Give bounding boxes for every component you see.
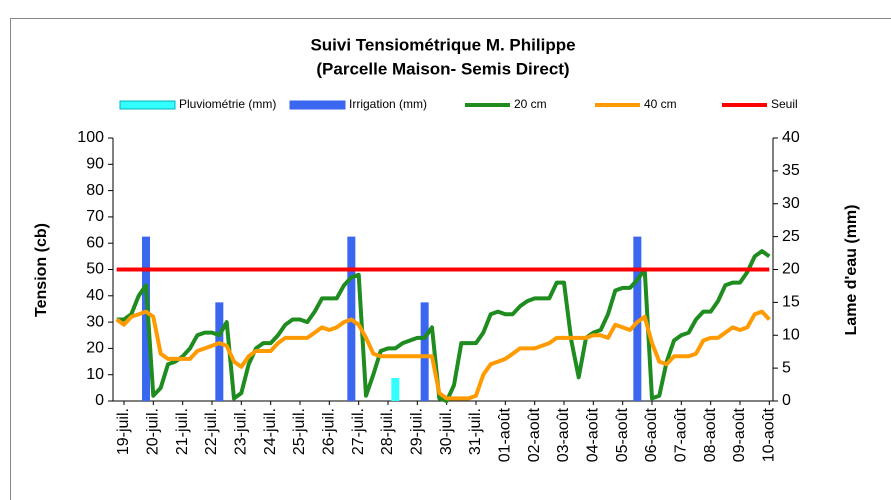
y-tick-label: 20 xyxy=(86,340,104,357)
y2-tick-label: 30 xyxy=(782,195,800,212)
x-tick-label: 21-juil. xyxy=(174,408,191,455)
legend-label: 40 cm xyxy=(644,97,677,111)
y-tick-label: 80 xyxy=(86,182,104,199)
y-tick-label: 30 xyxy=(86,313,104,330)
legend-label: 20 cm xyxy=(514,97,547,111)
x-tick-label: 28-juil. xyxy=(379,408,396,455)
bar xyxy=(215,302,224,401)
x-tick-label: 01-août xyxy=(497,407,514,462)
x-tick-label: 25-juil. xyxy=(291,408,308,455)
legend-swatch xyxy=(119,100,176,110)
y-tick-label: 70 xyxy=(86,208,104,225)
bar xyxy=(142,236,150,401)
y-tick-label: 100 xyxy=(77,129,104,146)
x-tick-label: 26-juil. xyxy=(321,408,338,455)
legend-label: Pluviométrie (mm) xyxy=(179,97,276,111)
legend-swatch xyxy=(289,100,346,110)
bar xyxy=(633,236,642,401)
y2-tick-label: 0 xyxy=(782,392,791,409)
y2-tick-label: 5 xyxy=(782,359,791,376)
y-tick-label: 50 xyxy=(86,261,104,278)
chart-subtitle: (Parcelle Maison- Semis Direct) xyxy=(316,59,569,78)
x-tick-label: 31-juil. xyxy=(467,408,484,455)
y-tick-label: 10 xyxy=(86,366,104,383)
y2-tick-label: 35 xyxy=(782,162,800,179)
y2-axis-title: Lame d'eau (mm) xyxy=(843,205,860,336)
bar xyxy=(391,377,400,401)
x-tick-label: 22-juil. xyxy=(203,408,220,455)
line xyxy=(116,249,771,403)
x-tick-label: 04-août xyxy=(585,407,602,462)
x-tick-label: 07-août xyxy=(673,407,690,462)
y-axis-title: Tension (cb) xyxy=(33,223,50,317)
legend-label: Seuil xyxy=(771,97,798,111)
bar xyxy=(420,302,429,401)
x-tick-label: 19-juil. xyxy=(115,408,132,455)
y2-tick-label: 25 xyxy=(782,228,800,245)
y-tick-label: 40 xyxy=(86,287,104,304)
y-tick-label: 90 xyxy=(86,156,104,173)
x-tick-label: 30-juil. xyxy=(438,408,455,455)
y-tick-label: 60 xyxy=(86,234,104,251)
x-tick-label: 10-août xyxy=(761,407,778,462)
chart-title: Suivi Tensiométrique M. Philippe xyxy=(310,35,575,54)
legend-label: Irrigation (mm) xyxy=(349,97,427,111)
x-tick-label: 29-juil. xyxy=(409,408,426,455)
x-tick-label: 20-juil. xyxy=(145,408,162,455)
x-tick-label: 05-août xyxy=(614,407,631,462)
y2-tick-label: 10 xyxy=(782,326,800,343)
x-tick-label: 27-juil. xyxy=(350,408,367,455)
x-tick-label: 23-juil. xyxy=(233,408,250,455)
x-tick-label: 02-août xyxy=(526,407,543,462)
y2-tick-label: 40 xyxy=(782,129,800,146)
line xyxy=(115,309,771,401)
x-tick-label: 08-août xyxy=(702,407,719,462)
x-tick-label: 09-août xyxy=(731,407,748,462)
chart-frame xyxy=(10,18,891,500)
y2-tick-label: 20 xyxy=(782,261,800,278)
y-tick-label: 0 xyxy=(95,392,104,409)
y2-tick-label: 15 xyxy=(782,294,800,311)
x-tick-label: 24-juil. xyxy=(262,408,279,455)
x-tick-label: 06-août xyxy=(643,407,660,462)
x-tick-label: 03-août xyxy=(555,407,572,462)
